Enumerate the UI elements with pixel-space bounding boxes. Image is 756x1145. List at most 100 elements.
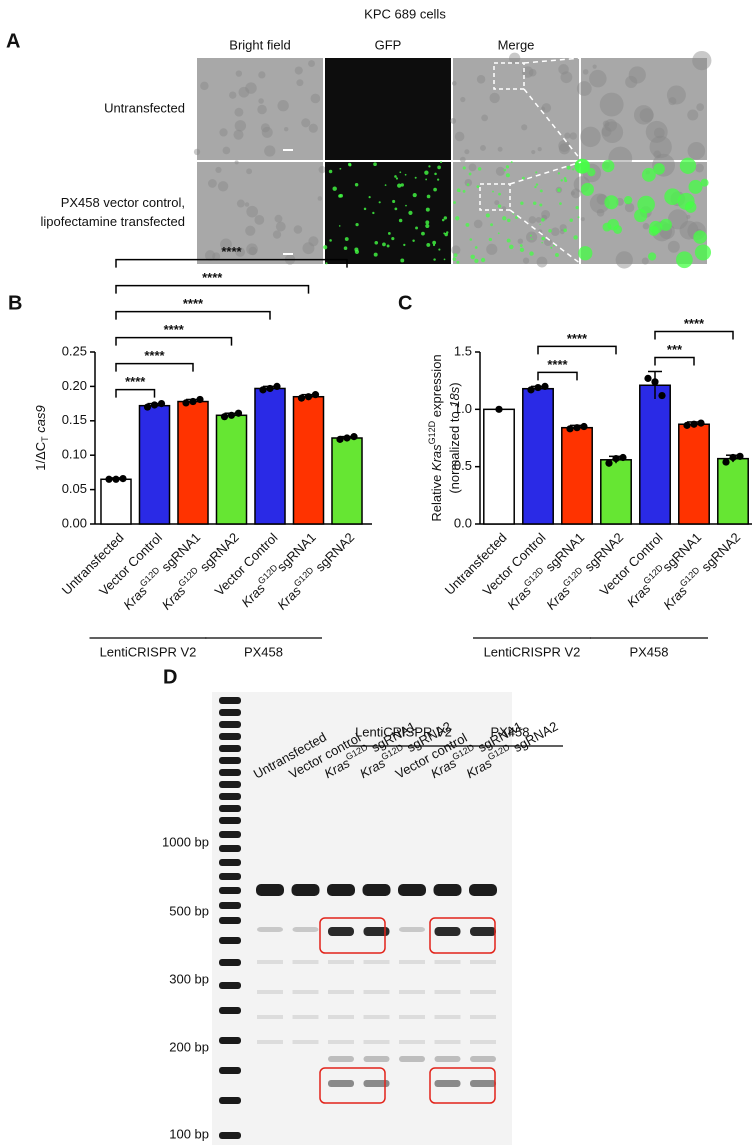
significance-bracket — [115, 284, 310, 294]
gfp-signal — [563, 176, 567, 180]
cell-texture — [604, 118, 617, 132]
cell-texture — [576, 81, 592, 96]
cell-texture — [580, 217, 585, 222]
bar — [600, 459, 632, 525]
group-label: LentiCRISPR V2 — [100, 644, 197, 659]
gfp-signal — [400, 258, 405, 263]
gfp-signal — [623, 195, 633, 205]
micrograph — [197, 162, 323, 264]
significance-label: **** — [202, 270, 223, 285]
text-segment: cas9 — [33, 405, 48, 436]
gfp-signal — [386, 244, 390, 248]
gfp-signal — [578, 246, 593, 261]
significance-bracket — [115, 310, 271, 320]
cell-texture — [541, 210, 551, 219]
data-point — [266, 384, 274, 393]
cell-texture — [550, 227, 560, 237]
gfp-signal — [497, 232, 500, 235]
gfp-signal — [587, 168, 596, 177]
cell-texture — [277, 100, 289, 112]
cell-texture — [508, 52, 521, 64]
bar — [100, 478, 132, 525]
gfp-signal — [664, 188, 681, 205]
gel-smear — [434, 990, 461, 994]
gfp-signal — [529, 234, 532, 237]
data-point — [196, 395, 204, 404]
gfp-signal — [354, 249, 360, 255]
gfp-signal — [453, 253, 458, 257]
cell-texture — [489, 92, 500, 104]
cell-texture — [653, 150, 662, 159]
gfp-signal — [374, 240, 379, 245]
cell-texture — [246, 205, 259, 218]
marker-label: 300 bp — [169, 971, 209, 986]
zoom-line — [523, 57, 582, 64]
data-point — [566, 425, 574, 433]
cell-texture — [258, 71, 266, 79]
cell-texture — [302, 242, 315, 255]
ladder-band — [219, 733, 241, 740]
gfp-signal — [700, 178, 709, 187]
gfp-signal — [685, 201, 697, 213]
significance-label: **** — [183, 296, 204, 311]
zoom-box — [493, 62, 525, 90]
cell-texture — [245, 82, 257, 94]
gel-smear — [328, 1015, 354, 1019]
panel-label: D — [163, 666, 177, 688]
group-label: PX458 — [629, 644, 668, 659]
gel-band — [363, 1056, 390, 1062]
gfp-signal — [604, 195, 619, 210]
y-tick-label: 1.5 — [454, 343, 472, 358]
highlight-box — [429, 917, 496, 954]
cell-texture — [645, 120, 668, 143]
y-axis-label: Relative KrasG12D expression — [427, 354, 444, 521]
gfp-signal — [462, 166, 466, 170]
gfp-signal — [466, 183, 470, 186]
cell-texture — [476, 75, 486, 84]
cell-texture — [215, 166, 222, 174]
cell-texture — [274, 214, 283, 223]
y-tick-label: 0.0 — [454, 515, 472, 530]
gel-smear — [434, 960, 461, 964]
ladder-band — [219, 709, 241, 716]
gfp-signal — [520, 201, 524, 205]
cell-texture — [668, 97, 677, 106]
gel-smear — [292, 960, 319, 964]
bar — [639, 384, 671, 525]
cell-texture — [308, 60, 315, 68]
gfp-signal — [575, 206, 579, 210]
gfp-signal — [676, 251, 693, 269]
text-segment: sgRNA2 — [696, 530, 743, 577]
bar — [292, 395, 325, 525]
gfp-signal — [415, 226, 418, 230]
cell-texture — [464, 149, 470, 155]
cell-texture — [451, 245, 461, 255]
column-header: GFP — [375, 37, 402, 52]
row-label: Untransfected — [104, 100, 185, 115]
gel-band — [256, 884, 284, 896]
text-segment: G12D — [427, 420, 437, 444]
gfp-signal — [564, 179, 568, 183]
gel-smear — [470, 1015, 496, 1019]
gel-smear — [399, 1040, 425, 1044]
y-axis-label: (normalized to 18s) — [447, 382, 462, 493]
column-header: Merge — [498, 37, 535, 52]
gel-band — [399, 1056, 425, 1062]
cell-texture — [308, 236, 319, 247]
ladder-band — [219, 831, 241, 838]
bar — [177, 400, 209, 525]
gel-band — [434, 1056, 461, 1062]
gel-band — [363, 1080, 390, 1087]
cell-texture — [535, 216, 542, 223]
y-tick-label: 0.15 — [62, 412, 87, 427]
cell-texture — [667, 209, 689, 230]
gfp-signal — [488, 237, 493, 242]
ladder-band — [219, 887, 241, 894]
group-label: LentiCRISPR V2 — [484, 644, 581, 659]
text-segment: 18s — [447, 386, 462, 407]
y-tick-label: 0.10 — [62, 447, 87, 462]
panel-label: C — [398, 292, 412, 314]
significance-label: **** — [567, 331, 588, 346]
cell-texture — [521, 124, 528, 131]
gel-band — [470, 1080, 496, 1087]
